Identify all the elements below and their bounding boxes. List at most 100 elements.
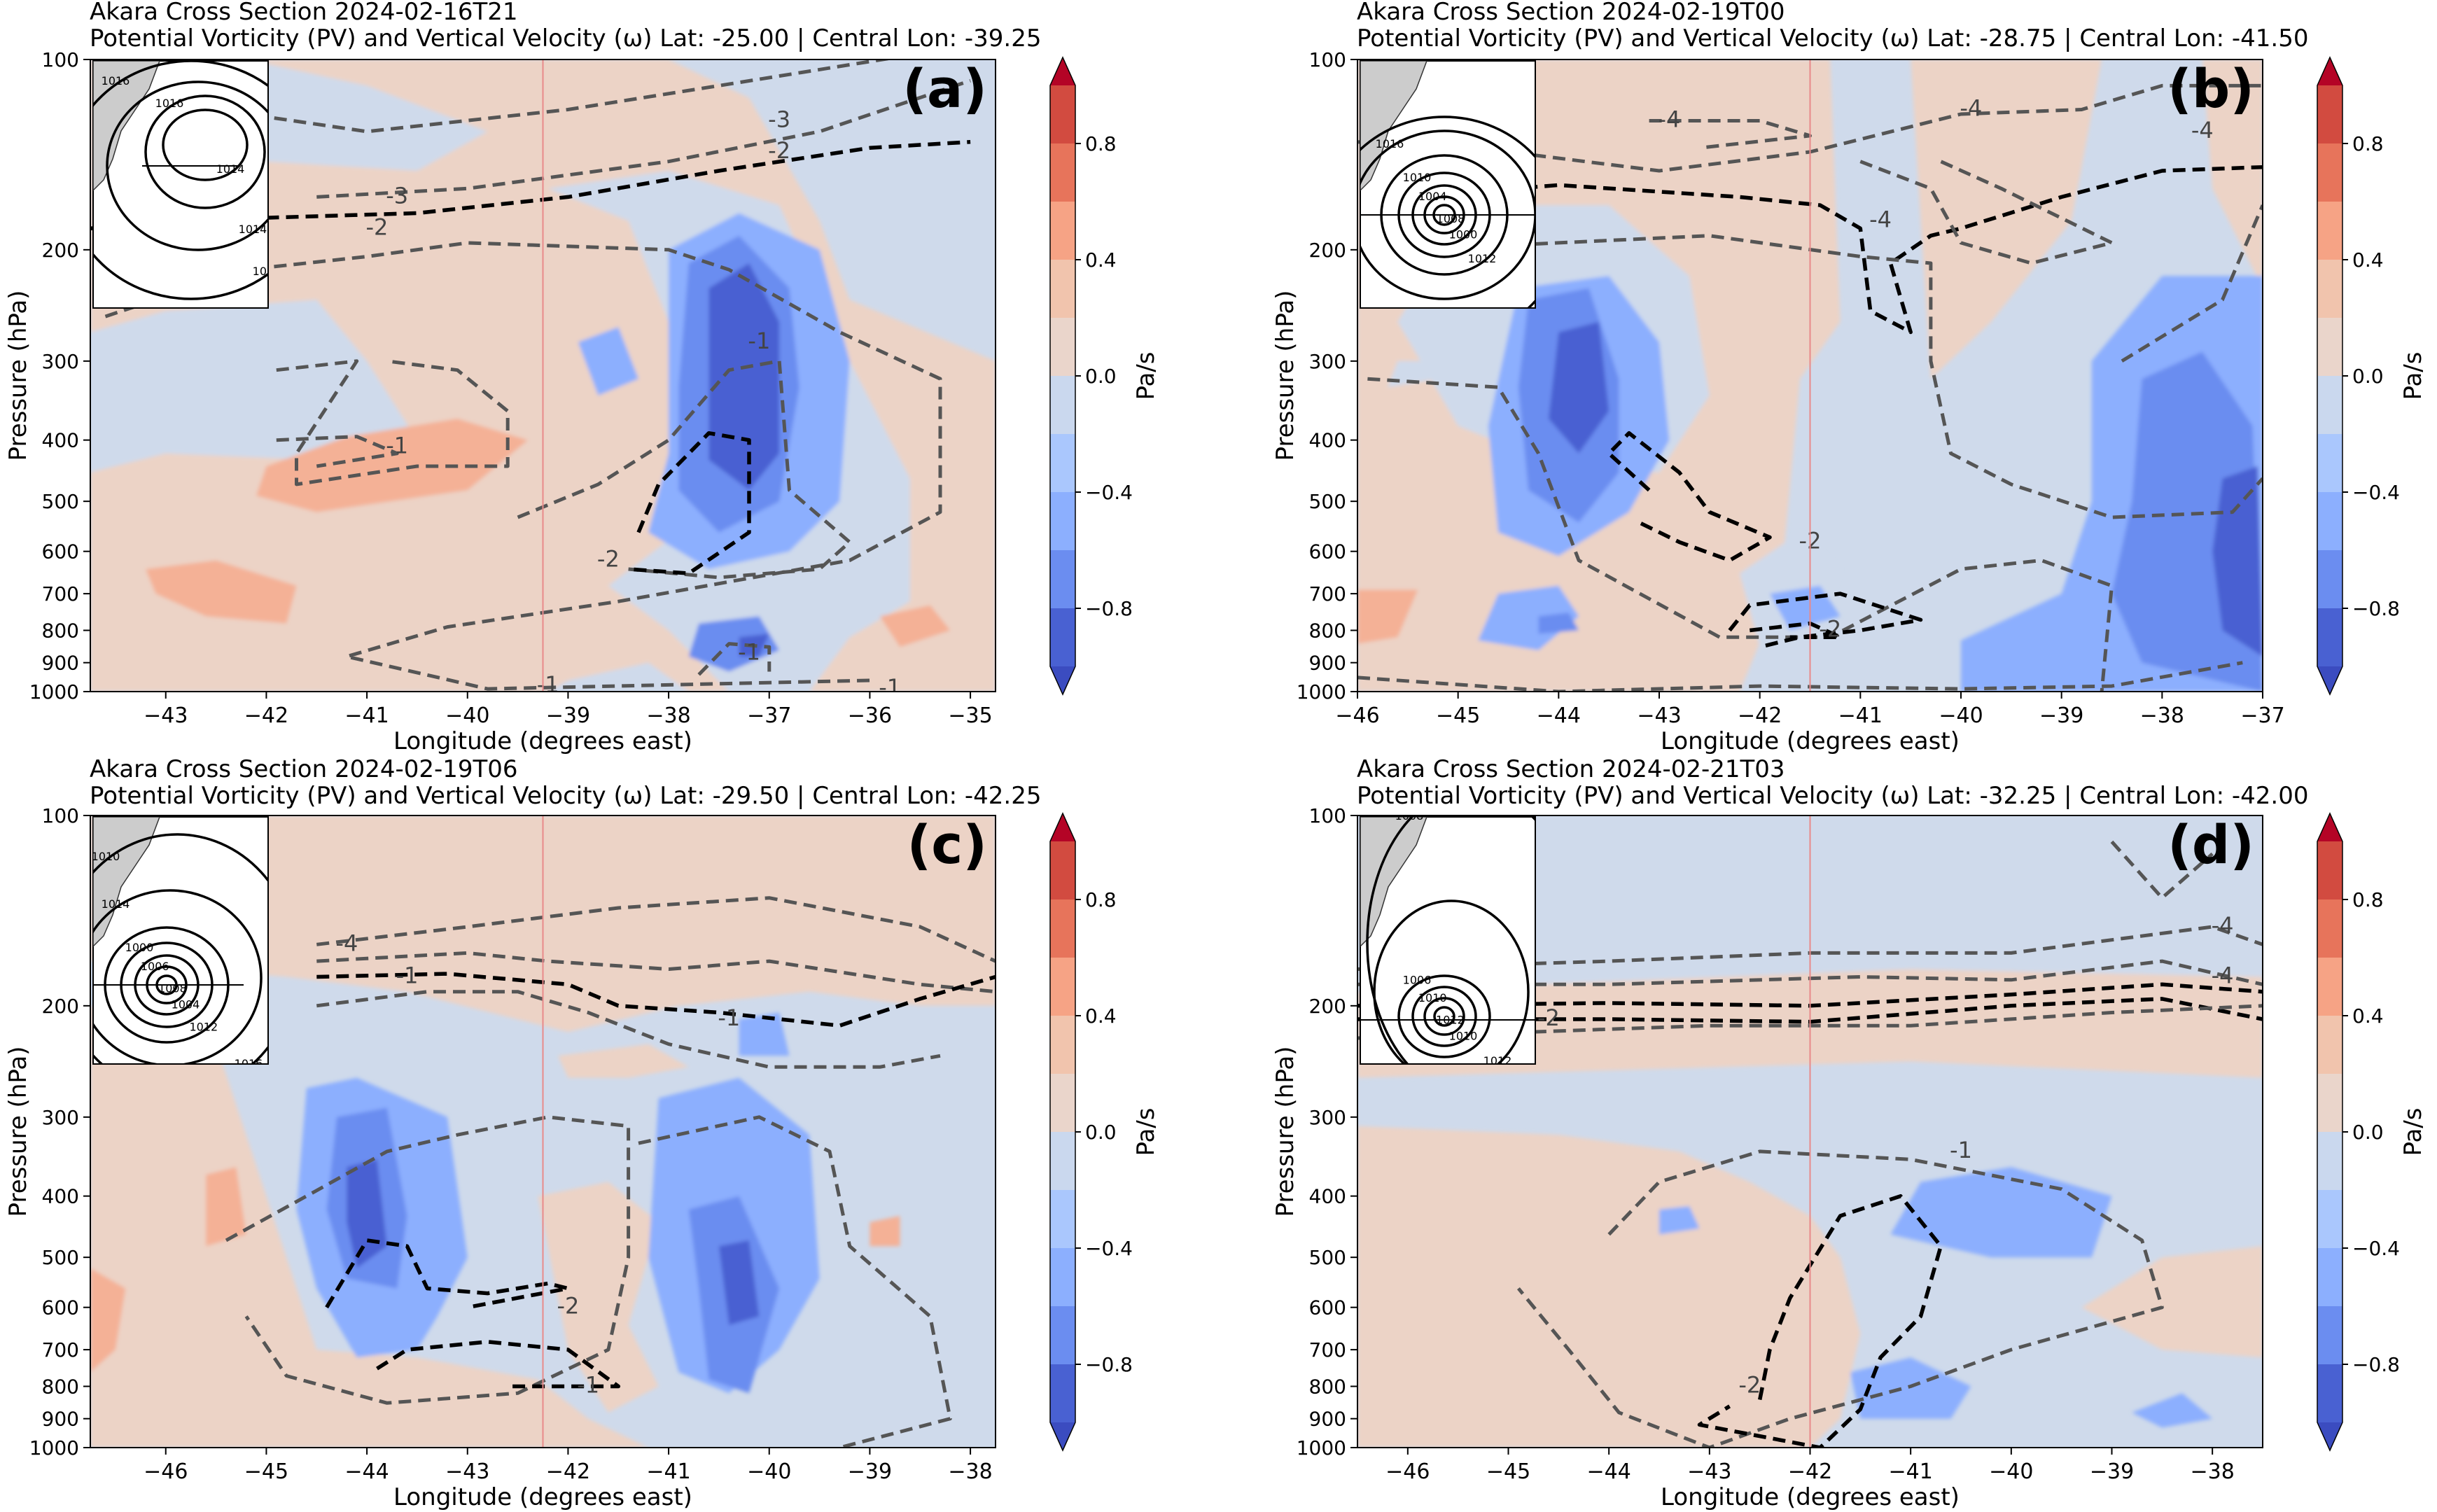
pv-contour-label: -4 [1960, 95, 1982, 122]
x-tick-label: −42 [546, 1460, 590, 1484]
colorbar-tick-label: −0.4 [2352, 481, 2400, 504]
colorbar-segment [2317, 958, 2342, 1016]
colorbar-segment [1050, 899, 1075, 958]
y-tick-label: 600 [42, 1296, 79, 1320]
isobar-label: 1012 [1483, 1054, 1512, 1068]
isobar [1360, 130, 1535, 300]
y-axis-label: Pressure (hPa) [4, 290, 32, 461]
colorbar-segment [2317, 1074, 2342, 1133]
panel-title: Akara Cross Section 2024-02-19T00 [1357, 0, 1785, 26]
colorbar: 0.8 0.4 0.0 −0.4 −0.8 Pa/s [1049, 812, 1160, 1452]
colorbar-tick-label: 0.8 [1085, 132, 1117, 155]
colorbar-segment [2317, 1190, 2342, 1249]
omega-contour-fill [1538, 612, 1579, 634]
isobar-label: 1014 [239, 223, 267, 236]
y-tick-label: 700 [1309, 1338, 1346, 1362]
omega-contour-fill [718, 1240, 760, 1325]
omega-contour-fill [146, 560, 297, 624]
x-tick-label: −41 [344, 704, 389, 728]
x-axis-label: Longitude (degrees east) [393, 1483, 692, 1511]
y-tick-label: 200 [42, 995, 79, 1018]
colorbar-tick-label: 0.4 [1085, 248, 1117, 272]
isobar-label: 1016 [102, 74, 130, 88]
colorbar-label: Pa/s [1132, 352, 1160, 400]
colorbar-segment [1050, 1190, 1075, 1249]
y-tick-label: 400 [1309, 1185, 1346, 1208]
pv-contour [1859, 160, 2114, 265]
x-tick-label: −43 [1687, 1460, 1731, 1484]
chart-panel-b: Akara Cross Section 2024-02-19T00Potenti… [1271, 0, 2427, 755]
isobar [93, 889, 263, 1064]
inset-map: 1008 1006 1004 1000 1012 1014 1016 1010 [92, 816, 269, 1065]
isobar-label: 1012 [1468, 252, 1497, 265]
colorbar: 0.8 0.4 0.0 −0.4 −0.8 Pa/s [1049, 56, 1160, 696]
isobar [162, 108, 249, 181]
colorbar-tick-label: −0.4 [1085, 481, 1133, 504]
pv-contour [1749, 621, 1843, 639]
y-tick-label: 900 [1309, 652, 1346, 675]
isobar-label: 1012 [189, 1021, 218, 1034]
y-tick-label: 1000 [1297, 1436, 1346, 1460]
omega-contour-fill [2212, 466, 2263, 657]
colorbar-tick-label: 0.0 [2352, 1121, 2384, 1144]
pv-contour [2121, 204, 2263, 363]
colorbar-segment [1050, 1132, 1075, 1191]
pv-contour [1728, 592, 1923, 649]
y-tick-label: 800 [42, 1375, 79, 1398]
y-axis-label: Pressure (hPa) [1271, 1046, 1299, 1217]
chart-panel-d: Akara Cross Section 2024-02-21T03Potenti… [1271, 755, 2427, 1511]
isobar-label: 1016 [253, 265, 281, 278]
isobar [106, 80, 268, 251]
colorbar-segment [1050, 1016, 1075, 1074]
pv-contour-label: -1 [738, 638, 760, 665]
isobar-label: 1016 [155, 97, 184, 110]
panel-subtitle: Potential Vorticity (PV) and Vertical Ve… [90, 782, 1042, 810]
colorbar-segment [1050, 202, 1075, 260]
omega-contour-fill [558, 1044, 689, 1078]
y-tick-label: 700 [42, 582, 79, 606]
x-tick-label: −38 [646, 704, 690, 728]
colorbar-extend-max [2317, 813, 2342, 841]
colorbar-segment [1050, 492, 1075, 551]
omega-field: -4 -4-4-4-2-2 [1357, 59, 2263, 692]
colorbar-segment [2317, 202, 2342, 260]
pv-contour [517, 359, 852, 580]
isobar [1373, 899, 1530, 1064]
pv-contour-label: -4 [1658, 106, 1680, 133]
y-tick-label: 300 [42, 1106, 79, 1129]
colorbar-segment [2317, 608, 2342, 667]
isobar [1411, 986, 1477, 1047]
colorbar-tick-label: −0.8 [2352, 597, 2400, 620]
x-axis-label: Longitude (degrees east) [1661, 727, 1960, 755]
colorbar-segment [2317, 1306, 2342, 1365]
colorbar-segment [2317, 260, 2342, 318]
x-tick-label: −41 [1838, 704, 1883, 728]
colorbar-tick-label: −0.8 [1085, 597, 1133, 620]
y-tick-label: 800 [42, 619, 79, 642]
colorbar-segment [2317, 899, 2342, 958]
colorbar-segment [1050, 550, 1075, 609]
panel-title: Akara Cross Section 2024-02-21T03 [1357, 755, 1785, 783]
x-tick-label: −41 [646, 1460, 690, 1484]
x-tick-label: −42 [1788, 1460, 1832, 1484]
plot-frame [90, 59, 996, 692]
y-tick-label: 800 [1309, 1375, 1346, 1398]
panel-label: (b) [2167, 57, 2254, 120]
omega-contour-fill [538, 1182, 659, 1413]
pv-contour-label: -2 [1819, 615, 1841, 642]
x-tick-label: −40 [1989, 1460, 2033, 1484]
y-tick-label: 700 [1309, 582, 1346, 606]
colorbar-segment [2317, 434, 2342, 493]
colorbar-extend-min [2317, 1422, 2342, 1450]
pv-contour-label: -2 [557, 1293, 579, 1320]
plot-frame [1357, 59, 2263, 692]
colorbar-segment [1050, 85, 1075, 144]
pv-contour-label: -2 [1537, 1004, 1560, 1031]
isobar [1360, 115, 1535, 308]
y-tick-label: 500 [42, 490, 79, 513]
colorbar-segment [1050, 144, 1075, 202]
colorbar-segment [1050, 841, 1075, 900]
omega-contour-fill [2132, 1393, 2213, 1428]
isobar-label: 1004 [172, 998, 200, 1011]
x-tick-label: −46 [144, 1460, 188, 1484]
